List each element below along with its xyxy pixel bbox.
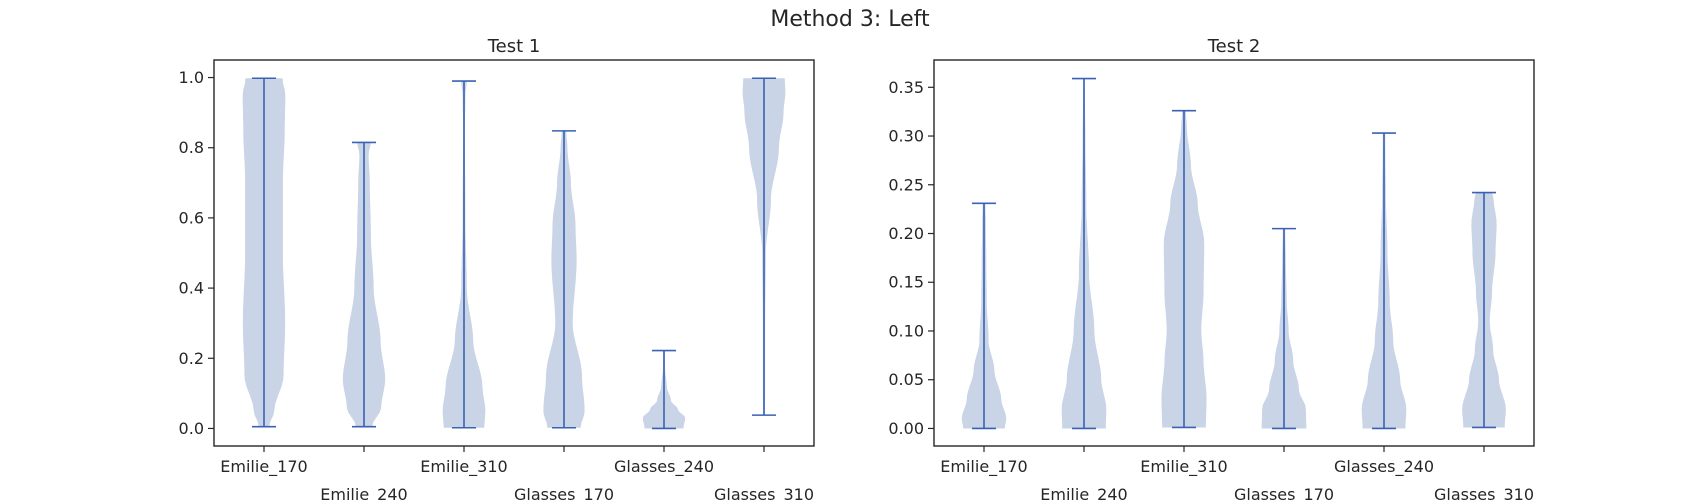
y-tick-label: 0.8 — [179, 138, 204, 157]
y-tick-label: 0.30 — [888, 127, 924, 146]
y-tick-label: 0.6 — [179, 208, 204, 227]
panel-test-2: 0.00 0.05 0.10 0.15 0.20 0.25 0.30 0.35 Emilie_1… — [888, 36, 1535, 500]
x-tick-label: Emilie_310 — [1140, 457, 1227, 477]
x-tick-label: Glasses_170 — [1234, 485, 1334, 500]
y-tick-label: 0.0 — [179, 419, 204, 438]
x-tick-label: Glasses_310 — [714, 485, 814, 500]
figure-title: Method 3: Left — [770, 7, 930, 32]
y-tick-label: 0.25 — [888, 175, 924, 194]
plot-frame — [933, 59, 1535, 447]
y-tick-label: 0.15 — [888, 273, 924, 292]
x-tick-label: Emilie_240 — [320, 485, 407, 500]
panel-test-1: 0.0 0.2 0.4 0.6 0.8 1.0 Emilie_170 Emilie_240 Em… — [179, 36, 815, 500]
x-tick-label: Emilie_240 — [1040, 485, 1127, 500]
x-tick-label: Emilie_170 — [220, 457, 307, 477]
x-tick-label: Glasses_310 — [1434, 485, 1534, 500]
panel-title: Test 1 — [487, 36, 541, 57]
y-tick-label: 0.4 — [179, 279, 204, 298]
x-tick-label: Glasses_240 — [614, 457, 714, 477]
y-tick-label: 0.00 — [888, 419, 924, 438]
y-tick-label: 0.2 — [179, 349, 204, 368]
y-tick-label: 0.05 — [888, 370, 924, 389]
y-tick-label: 0.35 — [888, 78, 924, 97]
x-tick-label: Glasses_170 — [514, 485, 614, 500]
y-tick-label: 0.20 — [888, 224, 924, 243]
x-tick-label: Emilie_310 — [420, 457, 507, 477]
x-tick-label: Emilie_170 — [940, 457, 1027, 477]
y-tick-label: 0.10 — [888, 321, 924, 340]
y-tick-label: 1.0 — [179, 68, 204, 87]
x-tick-label: Glasses_240 — [1334, 457, 1434, 477]
panel-title: Test 2 — [1207, 36, 1261, 57]
plot-frame — [213, 59, 815, 447]
